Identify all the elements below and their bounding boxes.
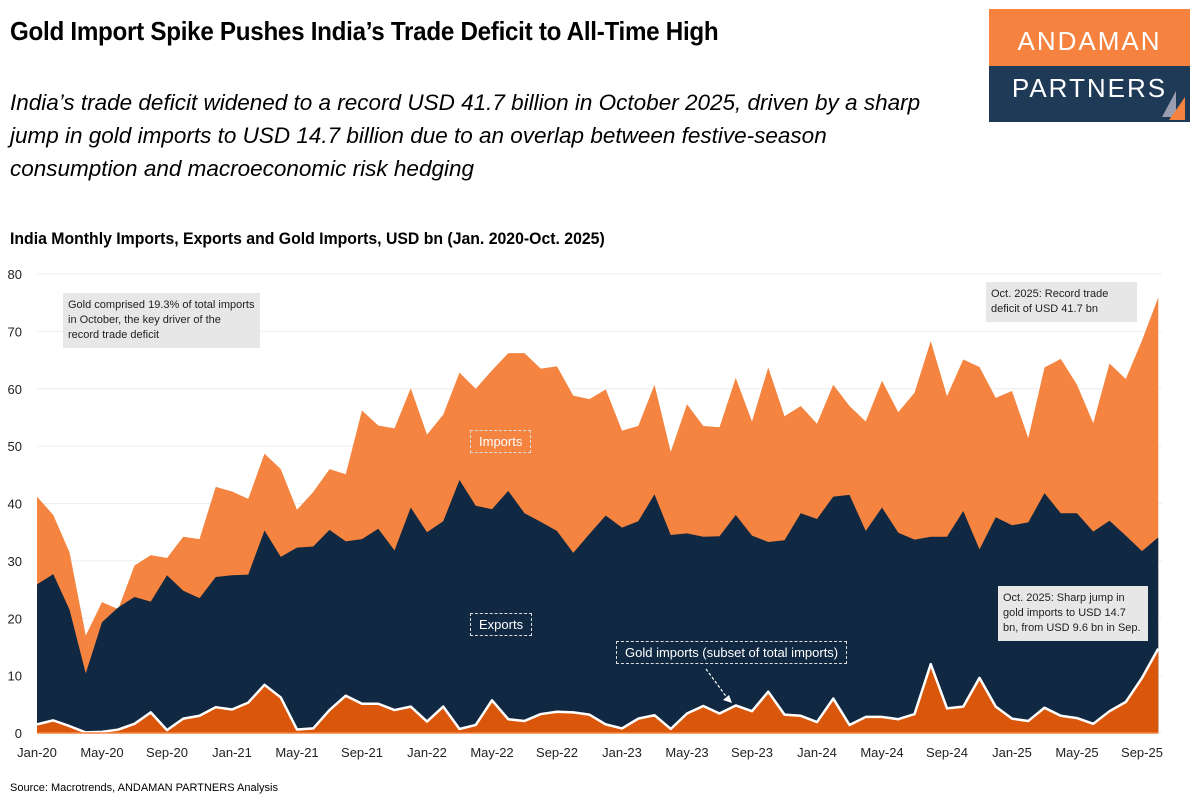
exports-area xyxy=(37,479,1159,733)
x-tick-label: Sep-24 xyxy=(926,745,968,760)
gold-imports-line xyxy=(36,648,1160,734)
chart-title: India Monthly Imports, Exports and Gold … xyxy=(10,229,605,248)
y-tick-label: 70 xyxy=(8,324,22,339)
x-tick-label: Sep-25 xyxy=(1121,745,1163,760)
y-tick-label: 20 xyxy=(8,611,22,626)
logo-line1: ANDAMAN xyxy=(989,9,1190,66)
x-tick-label: May-23 xyxy=(665,745,708,760)
exports-series-label: Exports xyxy=(470,613,533,636)
gold-imports-area xyxy=(37,648,1159,733)
annotation-gold-jump: Oct. 2025: Sharp jump in gold imports to… xyxy=(998,586,1148,641)
x-tick-label: May-25 xyxy=(1055,745,1098,760)
y-tick-label: 40 xyxy=(8,497,22,512)
page-subtitle: India’s trade deficit widened to a recor… xyxy=(10,90,921,181)
imports-series-label: Imports xyxy=(470,430,532,453)
x-tick-label: Sep-23 xyxy=(731,745,773,760)
source-note: Source: Macrotrends, ANDAMAN PARTNERS An… xyxy=(10,782,278,794)
annotation-gold-share: Gold comprised 19.3% of total imports in… xyxy=(63,293,260,348)
x-tick-label: May-24 xyxy=(860,745,903,760)
x-tick-label: Jan-23 xyxy=(602,745,642,760)
page-title: Gold Import Spike Pushes India’s Trade D… xyxy=(10,16,719,46)
x-tick-label: Jan-21 xyxy=(212,745,252,760)
x-tick-label: Jan-25 xyxy=(992,745,1032,760)
andaman-partners-logo: ANDAMAN PARTNERS xyxy=(989,9,1190,122)
arrow-head-icon xyxy=(723,695,732,703)
gold-label-arrow xyxy=(705,668,729,700)
x-tick-label: Jan-24 xyxy=(797,745,837,760)
y-tick-label: 10 xyxy=(8,669,22,684)
annotation-record-deficit: Oct. 2025: Record trade deficit of USD 4… xyxy=(986,282,1137,322)
logo-line2: PARTNERS xyxy=(989,66,1190,122)
x-tick-label: Sep-22 xyxy=(536,745,578,760)
y-tick-label: 80 xyxy=(8,267,22,282)
x-tick-label: Sep-21 xyxy=(341,745,383,760)
y-tick-label: 30 xyxy=(8,554,22,569)
y-tick-label: 0 xyxy=(15,726,22,741)
sail-icon xyxy=(1162,91,1185,120)
x-tick-label: Jan-22 xyxy=(407,745,447,760)
gold-series-label: Gold imports (subset of total imports) xyxy=(616,641,848,664)
x-tick-label: Sep-20 xyxy=(146,745,188,760)
x-tick-label: Jan-20 xyxy=(17,745,57,760)
x-tick-label: May-21 xyxy=(275,745,318,760)
x-tick-label: May-22 xyxy=(470,745,513,760)
x-tick-label: May-20 xyxy=(80,745,123,760)
y-tick-label: 60 xyxy=(8,382,22,397)
y-tick-label: 50 xyxy=(8,439,22,454)
